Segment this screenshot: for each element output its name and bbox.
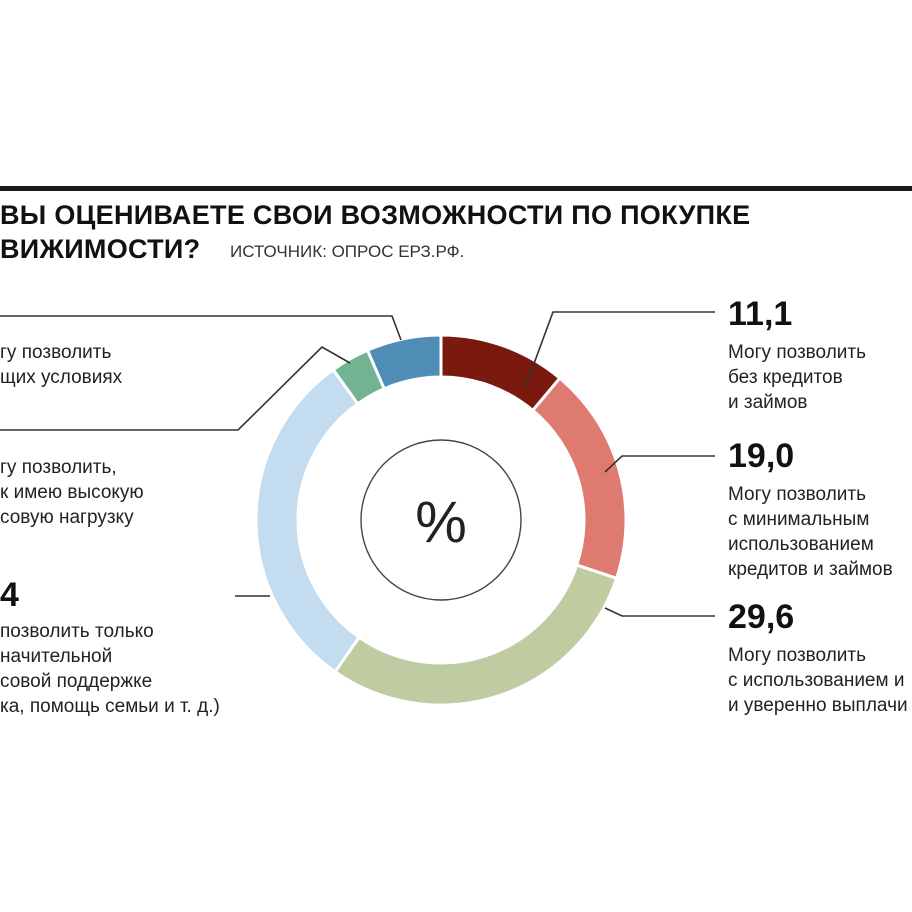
label-minimal-credit: Могу позволить с минимальным использован… [728,484,893,580]
value-minimal-credit: 19,0 [728,437,795,475]
chart-title-line-1: ВЫ ОЦЕНИВАЕТЕ СВОИ ВОЗМОЖНОСТИ ПО ПОКУПК… [0,200,751,230]
leader-line-3 [604,607,715,617]
leader-line-6 [0,315,402,341]
leader-line-2 [604,455,715,473]
leader-lines [0,311,715,617]
label-support: позволить только начительной совой подде… [0,621,220,717]
value-support: 4 [0,576,19,614]
donut-segment-4 [254,367,362,674]
donut-segment-6 [365,333,443,391]
label-current-conditions: гу позволить щих условиях [0,342,123,388]
center-circle [360,439,522,601]
center-percent-symbol: % [415,490,467,555]
leader-line-5 [0,346,351,431]
donut-segment-3 [333,563,619,707]
donut-segment-2 [530,376,628,581]
leader-line-1 [524,311,715,389]
chart-title-line-2: ВИЖИМОСТИ? [0,234,201,264]
top-rule [0,186,912,191]
value-no-credit: 11,1 [728,295,793,333]
label-with-credit: Могу позволить с использованием и и увер… [728,645,908,716]
donut-segments [254,333,628,707]
value-with-credit: 29,6 [728,598,795,636]
label-high-load: гу позволить, к имею высокую совую нагру… [0,457,144,528]
label-no-credit: Могу позволить без кредитов и займов [728,342,867,413]
source-note: ИСТОЧНИК: ОПРОС ЕРЗ.РФ. [230,242,465,261]
